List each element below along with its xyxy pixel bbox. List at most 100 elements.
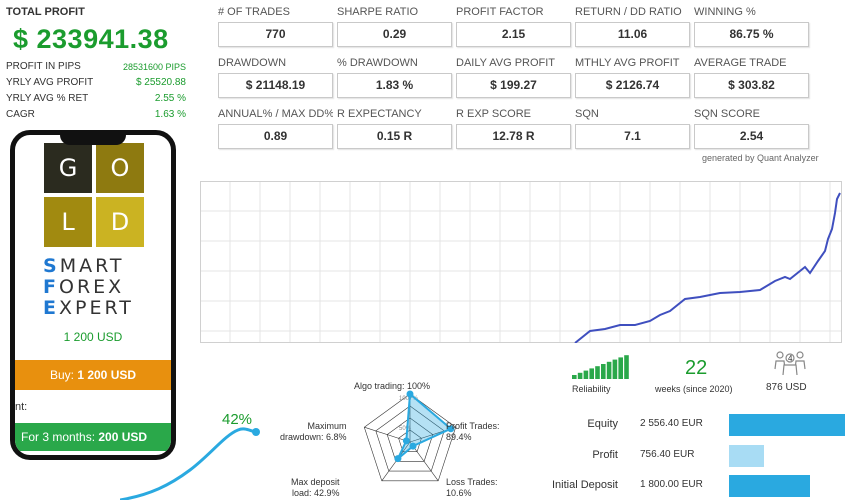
buy-button[interactable]: Buy: 1 200 USD — [15, 360, 171, 390]
stat-sharpe-ratio: SHARPE RATIO 0.29 — [337, 6, 452, 47]
stat-value: 0.89 — [218, 124, 333, 149]
subscribers-count: 4 — [788, 354, 793, 363]
stat-value: 2.54 — [694, 124, 809, 149]
reliability-bar — [618, 357, 623, 379]
rent-3-months-button[interactable]: For 3 months: 200 USD — [15, 423, 171, 451]
radar-point — [406, 390, 414, 398]
stat-value: 11.06 — [575, 22, 690, 47]
stat-annual-max-dd: ANNUAL% / MAX DD% 0.89 — [218, 108, 333, 149]
buy-label: Buy: — [49, 368, 74, 382]
stat-average-trade: AVERAGE TRADE $ 303.82 — [694, 57, 809, 98]
stat-label: SQN — [575, 108, 599, 120]
reliability-bar — [589, 368, 594, 379]
growth-curve — [120, 427, 260, 500]
reliability-bar — [577, 372, 583, 379]
stat-r-expectancy: R EXPECTANCY 0.15 R — [337, 108, 452, 149]
phone-mockup: G O L D SMART FOREX EXPERT 1 200 USD Buy… — [10, 130, 176, 460]
stat-label: ANNUAL% / MAX DD% — [218, 108, 333, 120]
stat-percent-drawdown: % DRAWDOWN 1.83 % — [337, 57, 452, 98]
stat-trades: # OF TRADES 770 — [218, 6, 333, 47]
account-label: Profit — [592, 449, 618, 461]
radar-point — [394, 455, 402, 463]
summary-row-value: 1.63 % — [154, 109, 186, 120]
radar-axis — [364, 426, 411, 443]
radar-point — [447, 425, 455, 433]
reliability-icon — [572, 355, 629, 379]
reliability-bar — [595, 366, 600, 379]
logo-line: EXPERT — [43, 297, 153, 319]
total-profit-label: TOTAL PROFIT — [6, 6, 85, 18]
reliability-bar — [606, 361, 612, 379]
growth-point — [252, 428, 260, 436]
generated-by-note: generated by Quant Analyzer — [702, 153, 819, 163]
subscription-price: 876 USD — [766, 382, 807, 393]
total-profit-value: $ 233941.38 — [13, 24, 169, 54]
reliability-bar — [624, 355, 629, 379]
subscribers-icon: 4 — [774, 351, 806, 375]
stat-value: 86.75 % — [694, 22, 809, 47]
equity-curve-line — [574, 192, 841, 343]
logo-line: SMART — [43, 255, 153, 277]
radar-ring-label: 50% — [399, 426, 412, 432]
stat-value: 12.78 R — [456, 124, 571, 149]
radar-ring — [398, 429, 422, 452]
stat-value: $ 2126.74 — [575, 73, 690, 98]
stat-winning: WINNING % 86.75 % — [694, 6, 809, 47]
chart-grid — [200, 181, 842, 343]
weeks-count: 22 — [685, 357, 708, 379]
summary-row-label: YRLY AVG PROFIT — [6, 77, 94, 88]
gold-logo: G O L D — [44, 143, 144, 247]
growth-percent: 42% — [222, 411, 253, 428]
stat-label: MTHLY AVG PROFIT — [575, 57, 680, 69]
summary-row-value: 28531600 PIPS — [122, 62, 186, 72]
stat-profit-factor: PROFIT FACTOR 2.15 — [456, 6, 571, 47]
account-value: 2 556.40 EUR — [640, 418, 703, 429]
equity-bar — [729, 414, 845, 436]
radar-ring — [363, 393, 457, 482]
account-row-equity: Equity 2 556.40 EUR — [540, 414, 850, 436]
radar-label-loss: Loss Trades: 10.6% — [446, 477, 498, 498]
logo-cell: O — [96, 143, 144, 193]
stat-value: 770 — [218, 22, 333, 47]
radar-polygon — [396, 391, 453, 460]
phone-notch — [60, 135, 126, 145]
summary-row-value: 2.55 % — [154, 93, 186, 104]
initial-deposit-bar — [729, 475, 811, 497]
stat-mthly-avg-profit: MTHLY AVG PROFIT $ 2126.74 — [575, 57, 690, 98]
stat-label: % DRAWDOWN — [337, 57, 418, 69]
summary-row: CAGR 1.63 % — [6, 109, 186, 123]
radar-chart: 100+% 50% Algo trading: 100% Profit Trad… — [280, 380, 540, 500]
account-row-profit: Profit 756.40 EUR — [540, 445, 850, 467]
stat-value: 2.15 — [456, 22, 571, 47]
stat-value: 0.15 R — [337, 124, 452, 149]
logo-cell: D — [96, 197, 144, 247]
radar-label-algo: Algo trading: 100% — [354, 381, 431, 391]
reliability-bar — [583, 370, 589, 379]
chart-border — [200, 181, 842, 343]
profit-summary: TOTAL PROFIT $ 233941.38 PROFIT IN PIPS … — [0, 0, 192, 128]
radar-point — [402, 437, 410, 445]
radar-svg: 100+% 50% — [363, 390, 457, 482]
equity-curve-chart — [200, 181, 842, 343]
product-price: 1 200 USD — [63, 330, 123, 344]
rent-label: nt: — [15, 401, 28, 413]
summary-row-value: $ 25520.88 — [135, 77, 186, 88]
account-value: 1 800.00 EUR — [640, 479, 703, 490]
stat-value: $ 303.82 — [694, 73, 809, 98]
account-label: Equity — [587, 418, 618, 430]
stat-label: DRAWDOWN — [218, 57, 287, 69]
stat-sqn-score: SQN SCORE 2.54 — [694, 108, 809, 149]
reliability-label: Reliability — [572, 384, 611, 394]
radar-label-drawdown: Maximum drawdown: 6.8% — [280, 421, 347, 442]
stat-label: R EXPECTANCY — [337, 108, 422, 120]
stat-label: SHARPE RATIO — [337, 6, 419, 18]
reliability-bar — [612, 359, 618, 379]
profit-bar — [729, 445, 764, 467]
logo-word: XPERT — [58, 297, 134, 319]
logo-cell: L — [44, 197, 92, 247]
stat-label: SQN SCORE — [694, 108, 761, 120]
radar-point — [409, 442, 417, 450]
summary-row-label: PROFIT IN PIPS — [6, 61, 81, 72]
logo-line: FOREX — [43, 276, 153, 298]
stat-label: RETURN / DD RATIO — [575, 6, 682, 18]
